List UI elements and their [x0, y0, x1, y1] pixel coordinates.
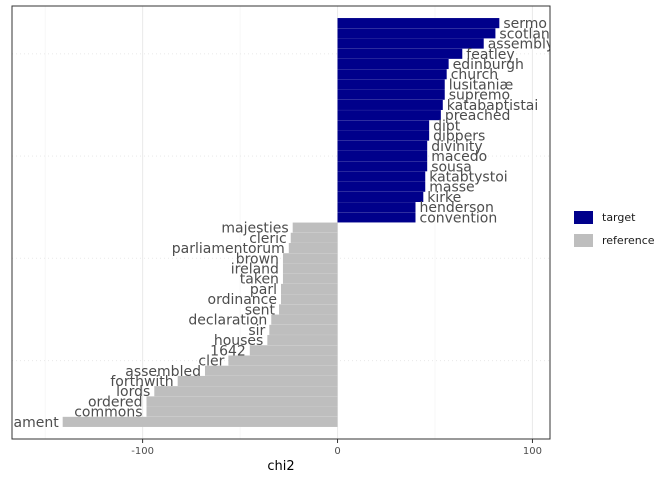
bar-label-brown: brown [236, 251, 279, 267]
bar-cler [228, 355, 338, 366]
bar-label-sousa: sousa [431, 159, 472, 175]
bar-sir [269, 324, 338, 335]
legend-label-target: target [602, 211, 636, 224]
bars [62, 18, 500, 427]
bar-label-cleric: cleric [249, 231, 287, 247]
bar-label-henderson: henderson [420, 200, 494, 216]
bar-sousa [337, 161, 428, 172]
bar-label-assembly: assembly [488, 37, 554, 53]
bar-sent [279, 304, 338, 315]
bar-label-church: church [451, 67, 498, 83]
bar-commons [146, 406, 338, 417]
bar-preached [337, 110, 441, 121]
bar-label-katabaptistai: katabaptistai [447, 98, 539, 114]
bar-label-majesties: majesties [221, 221, 288, 237]
bar-label-ireland: ireland [231, 262, 279, 278]
legend: target reference [574, 206, 655, 252]
bar-label-masse: masse [429, 180, 474, 196]
x-tick-label: 0 [334, 446, 340, 457]
bar-label-convention: convention [420, 210, 498, 226]
bar-label-ordered: ordered [88, 394, 143, 410]
x-axis: -100 0 100 [131, 439, 542, 457]
bar-label-cler: cler [198, 354, 224, 370]
plot-border [11, 5, 551, 440]
bar-houses [267, 335, 338, 346]
bar-assembled [204, 365, 338, 376]
bar-church [337, 69, 447, 80]
bar-masse [337, 181, 426, 192]
x-tick-label: 100 [523, 446, 542, 457]
x-tick-label: -100 [131, 446, 154, 457]
bar-divinity [337, 140, 428, 151]
bar-featley [337, 48, 463, 59]
bar-labels: sermoscotlandassemblyfeatleyedinburghchu… [0, 16, 558, 431]
bar-supremo [337, 89, 445, 100]
bar-label-kirke: kirke [427, 190, 461, 206]
bar-label-divinity: divinity [431, 139, 483, 155]
bar-ordinance [281, 294, 338, 305]
bar-label-1642: 1642 [210, 343, 246, 359]
legend-item-target: target [574, 206, 655, 229]
bar-cleric [290, 232, 338, 243]
bar-label-sermo: sermo [503, 16, 547, 32]
bar-label-katabtystoi: katabtystoi [429, 169, 507, 185]
bar-forthwith [177, 375, 338, 387]
bar-declaration [271, 314, 338, 325]
bar-katabtystoi [337, 171, 426, 182]
bar-1642 [249, 345, 338, 356]
bar-label-dippers: dippers [433, 129, 485, 145]
bar-parliamentorum [288, 243, 338, 254]
bar-parliament [62, 416, 338, 427]
bar-assembly [337, 38, 484, 49]
bar-label-forthwith: forthwith [110, 374, 173, 390]
bar-label-supremo: supremo [449, 88, 510, 104]
bar-majesties [292, 222, 338, 233]
bar-henderson [337, 202, 416, 213]
bar-lusitaniæ [337, 79, 445, 90]
bar-label-lords: lords [116, 384, 150, 400]
bar-label-macedo: macedo [431, 149, 487, 165]
bar-macedo [337, 150, 428, 162]
legend-key-reference [574, 234, 593, 247]
bar-scotland [337, 28, 496, 39]
bar-label-taken: taken [240, 272, 279, 288]
bar-label-scotland: scotland [499, 26, 558, 42]
legend-key-target [574, 211, 593, 224]
bar-label-parl: parl [250, 282, 277, 298]
legend-item-reference: reference [574, 229, 655, 252]
bar-label-ordinance: ordinance [208, 292, 278, 308]
bar-taken [282, 273, 338, 284]
bar-dipt [337, 120, 430, 131]
bar-brown [282, 253, 338, 264]
bar-dippers [337, 130, 430, 141]
bar-edinburgh [337, 58, 449, 70]
bar-ordered [146, 396, 338, 407]
legend-label-reference: reference [602, 234, 655, 247]
bar-label-lusitaniæ: lusitaniæ [449, 77, 514, 93]
bar-label-sir: sir [248, 323, 265, 339]
bar-lords [154, 386, 338, 397]
bar-katabaptistai [337, 99, 443, 110]
bar-label-dipt: dipt [433, 118, 461, 134]
bar-label-parliamentorum: parliamentorum [172, 241, 285, 257]
bar-kirke [337, 191, 424, 202]
bar-label-declaration: declaration [188, 313, 267, 329]
bar-label-parliament: parliament [0, 415, 59, 431]
bar-label-houses: houses [214, 333, 264, 349]
bar-label-edinburgh: edinburgh [453, 57, 524, 73]
bar-label-assembled: assembled [125, 364, 201, 380]
bar-ireland [282, 263, 338, 274]
bar-label-commons: commons [74, 405, 142, 421]
bar-parl [281, 283, 338, 295]
bar-label-preached: preached [445, 108, 511, 124]
bar-sermo [337, 18, 500, 29]
bar-convention [337, 212, 416, 223]
bar-label-sent: sent [245, 302, 276, 318]
bar-label-featley: featley [466, 47, 514, 63]
x-axis-title: chi2 [267, 459, 294, 474]
